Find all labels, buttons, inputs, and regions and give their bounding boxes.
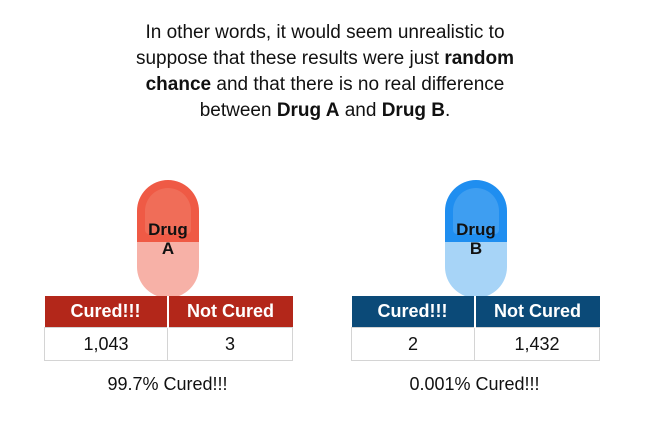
- drug-a-results-table: Cured!!! Not Cured 1,043 3: [44, 296, 293, 361]
- drug-a-header-not-cured: Not Cured: [167, 296, 293, 328]
- caption-part-2: and that there is no real difference bet…: [199, 74, 505, 121]
- drug-b-header-not-cured: Not Cured: [474, 296, 600, 328]
- drug-a-cured-count: 1,043: [44, 327, 168, 361]
- drug-b-pill-label-line2: B: [469, 239, 483, 258]
- caption-bold-random-chance: random chance: [145, 48, 515, 95]
- caption-part-4: .: [445, 100, 451, 121]
- drug-a-pill-label-line2: A: [161, 239, 175, 258]
- drug-a-header-row: Cured!!! Not Cured: [44, 296, 293, 328]
- drug-b-header-row: Cured!!! Not Cured: [351, 296, 600, 328]
- caption-bold-drug-b: Drug B: [381, 100, 446, 121]
- drug-b-results-table: Cured!!! Not Cured 2 1,432: [351, 296, 600, 361]
- drug-a-header-cured: Cured!!!: [44, 296, 169, 328]
- caption-bold-drug-a: Drug A: [276, 100, 340, 121]
- drug-b-pill-icon: Drug B: [445, 180, 507, 298]
- drug-b-pill-bottom: [445, 242, 507, 298]
- drug-b-cure-rate: 0.001% Cured!!!: [409, 374, 540, 394]
- drug-b-pill-top: [445, 180, 507, 242]
- drug-b-not-cured-count: 1,432: [474, 327, 600, 361]
- caption-text: In other words, it would seem unrealisti…: [135, 20, 515, 124]
- drug-b-value-row: 2 1,432: [351, 327, 600, 361]
- caption-part-3: and: [339, 100, 382, 121]
- caption-part-1: In other words, it would seem unrealisti…: [135, 22, 505, 69]
- drug-b-pill-label-line1: Drug: [456, 220, 496, 239]
- drug-a-pill-bottom: [137, 242, 199, 298]
- drug-a-not-cured-count: 3: [167, 327, 293, 361]
- drug-b-header-cured: Cured!!!: [351, 296, 476, 328]
- drug-b-cured-count: 2: [351, 327, 475, 361]
- drug-a-pill-label: Drug A: [137, 220, 199, 258]
- drug-b-pill-label: Drug B: [445, 220, 507, 258]
- drug-a-value-row: 1,043 3: [44, 327, 293, 361]
- drug-a-pill-top: [137, 180, 199, 242]
- drug-a-pill-icon: Drug A: [137, 180, 199, 298]
- drug-a-cure-rate: 99.7% Cured!!!: [107, 374, 228, 394]
- drug-a-pill-label-line1: Drug: [148, 220, 188, 239]
